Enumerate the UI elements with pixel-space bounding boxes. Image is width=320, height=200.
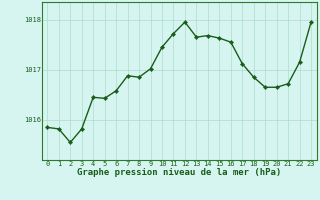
X-axis label: Graphe pression niveau de la mer (hPa): Graphe pression niveau de la mer (hPa) bbox=[77, 168, 281, 177]
